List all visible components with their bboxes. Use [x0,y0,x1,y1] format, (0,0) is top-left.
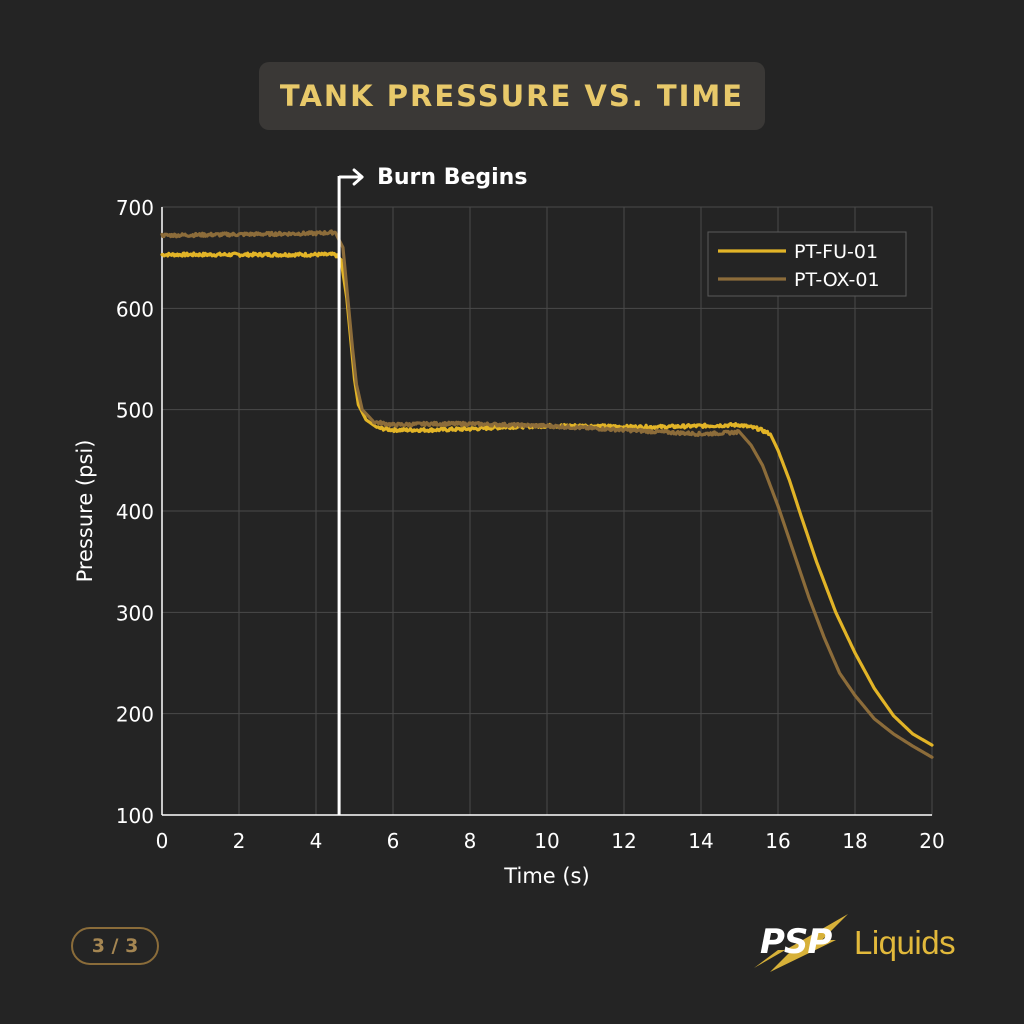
chart-title: TANK PRESSURE VS. TIME [279,79,745,113]
arrow-right-icon [352,168,364,186]
y-tick-label: 700 [116,196,154,220]
page-indicator: 3 / 3 [71,927,159,965]
x-tick-label: 2 [233,829,246,853]
logo-bolt-icon [754,914,848,972]
x-tick-label: 20 [919,829,944,853]
grid [161,206,933,816]
x-tick-label: 18 [842,829,867,853]
series-lines [160,229,934,759]
x-tick-label: 12 [611,829,636,853]
y-axis-title: Pressure (psi) [73,440,97,583]
y-tick-label: 200 [116,703,154,727]
x-tick-label: 0 [156,829,169,853]
x-tick-label: 14 [688,829,713,853]
logo-brand: PSP [760,922,832,962]
x-axis-title: Time (s) [503,864,589,888]
axes: 0 2 4 6 8 10 12 14 16 18 20 100 200 300 400 500 600 700 Ti… [73,196,945,888]
legend-box [707,231,907,297]
x-tick-label: 6 [387,829,400,853]
y-tick-label: 400 [116,500,154,524]
x-tick-label: 4 [310,829,323,853]
burn-begins-annotation: Burn Begins [337,165,527,815]
y-tick-label: 600 [116,297,154,321]
legend-label: PT-FU-01 [794,241,878,263]
x-tick-label: 8 [464,829,477,853]
legend: PT-FU-01 PT-OX-01 [707,231,907,297]
x-tick-label: 10 [534,829,559,853]
legend-label: PT-OX-01 [794,269,880,291]
y-tick-label: 100 [116,804,154,828]
y-tick-label: 300 [116,601,154,625]
title-banner: TANK PRESSURE VS. TIME [259,62,765,130]
logo-subtitle: Liquids [854,924,956,961]
psp-liquids-logo: PSP Liquids [752,910,972,974]
x-tick-label: 16 [765,829,790,853]
series-line-pt-ox-01 [160,229,934,759]
burn-begins-label: Burn Begins [377,165,527,190]
y-tick-label: 500 [116,399,154,423]
